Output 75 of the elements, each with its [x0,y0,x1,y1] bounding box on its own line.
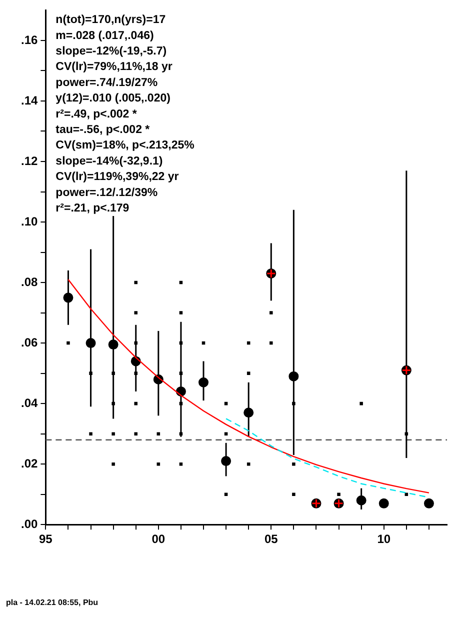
point [134,341,138,345]
point [221,456,232,466]
point [179,341,183,345]
annotation: m=.028 (.017,.046) [56,30,154,42]
point [292,462,296,466]
y-tick-label: .14 [20,93,38,108]
y-tick-label: .04 [20,396,38,410]
y-tick-label: .06 [20,335,38,350]
point [404,492,408,496]
y-tick-label: .10 [20,214,38,228]
point [112,372,115,375]
point [156,432,160,436]
point [134,280,138,284]
annotation: power=.74/.19/27% [56,76,158,89]
annotation: n(tot)=170,n(yrs)=17 [56,14,166,26]
annotation: CV(lr)=79%,11%,18 yr [56,61,173,74]
point [108,340,118,350]
point [224,432,228,436]
point [134,432,138,436]
annotation: r²=.49, p<.002 * [56,108,138,120]
point [86,338,96,348]
point [112,432,115,436]
point [134,402,138,406]
point [112,402,115,406]
annotation: CV(sm)=18%, p<.213,25% [56,140,194,152]
y-tick-label: .02 [20,456,38,470]
point [378,498,389,508]
x-tick-label: 00 [152,532,166,546]
point [224,402,228,406]
point [424,498,434,508]
point [179,432,183,436]
annotation: y(12)=.010 (.005,.020) [56,92,171,105]
y-tick-label: .08 [20,274,38,289]
point [198,377,209,388]
point [202,341,206,345]
point [112,462,115,466]
point [404,432,408,436]
point [224,492,228,496]
y-tick-label: .00 [20,516,38,531]
point [246,341,250,345]
point [179,462,183,466]
point [246,372,250,375]
point [270,311,273,314]
point [134,311,138,314]
point [89,432,92,436]
point [134,372,138,375]
point [89,372,92,375]
point [288,371,299,382]
text: pla - 14.02.21 08:55, Pbu [6,598,98,607]
y-tick-label: .12 [20,154,38,168]
annotation: slope=-14%(-32,9.1) [56,155,163,168]
x-tick-label: 10 [377,532,391,546]
point [179,402,183,406]
annotation: tau=-.56, p<.002 * [56,124,150,136]
point [337,492,340,496]
point [66,341,70,345]
point [292,492,296,496]
point [246,462,250,466]
point [156,462,160,466]
annotation: CV(lr)=119%,39%,22 yr [56,171,180,184]
annotation: r²=.21, p<.179 [56,202,130,215]
point [179,372,183,375]
point [270,341,273,345]
point [360,402,363,406]
x-tick-label: 05 [264,532,278,546]
point [63,292,74,303]
point [179,311,183,314]
y-tick-label: .16 [20,32,38,47]
annotation: power=.12/.12/39% [56,186,158,199]
x-tick-label: 95 [39,532,53,546]
point [179,280,183,284]
point [244,408,254,418]
annotation: slope=-12%(-19,-5.7) [56,46,167,58]
point [356,495,366,506]
point [292,402,296,406]
